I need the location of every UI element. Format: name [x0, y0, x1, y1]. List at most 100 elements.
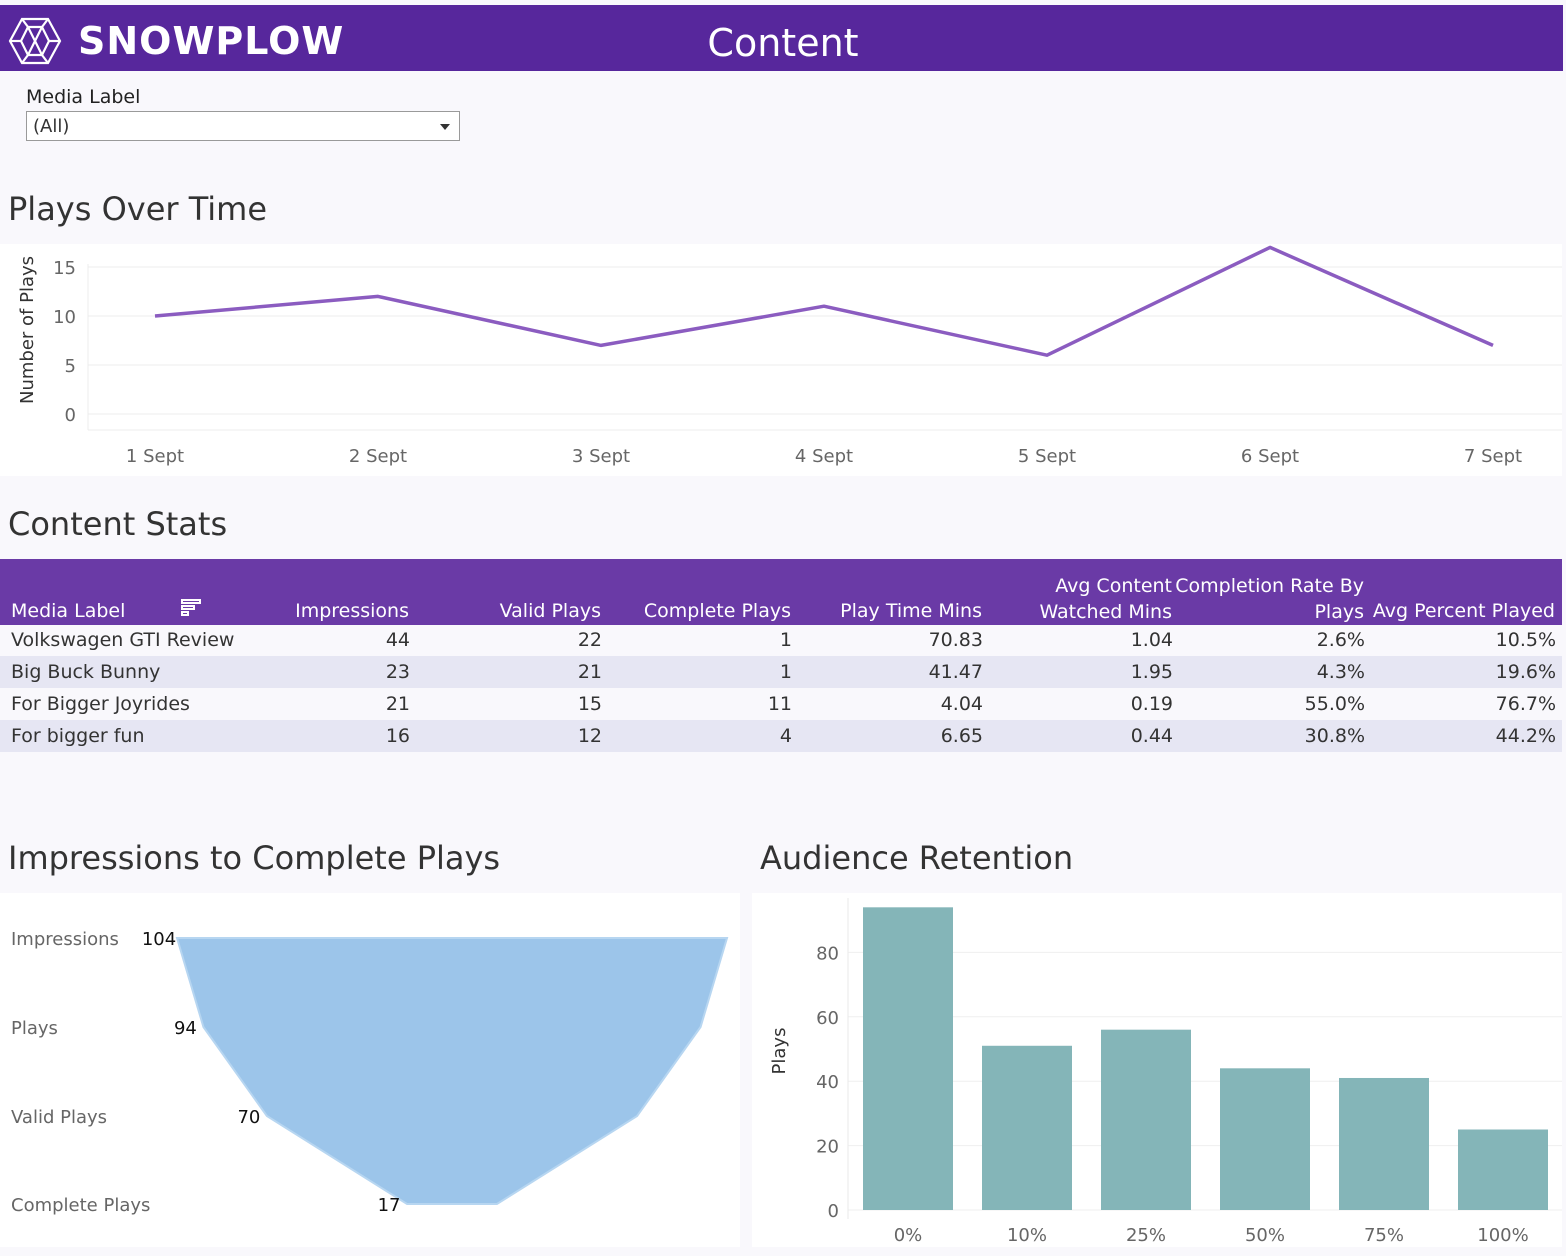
- table-cell: 19.6%: [1495, 661, 1556, 683]
- y-tick-label: 0: [65, 405, 76, 426]
- y-tick-label: 10: [53, 307, 76, 328]
- series-line: [154, 245, 1494, 357]
- column-header-line1: Completion Rate By: [1175, 575, 1364, 597]
- table-cell: 0.44: [1130, 725, 1173, 747]
- bar: [863, 907, 953, 1210]
- x-tick-label: 4 Sept: [795, 446, 853, 467]
- sort-icon[interactable]: [181, 599, 201, 617]
- table-row[interactable]: Big Buck Bunny 23 21 1 41.47 1.95 4.3% 19.6%: [0, 656, 1562, 688]
- x-tick-label: 75%: [1364, 1225, 1404, 1246]
- table-cell: 6.65: [940, 725, 983, 747]
- header-bar: SNOWPLOW Content: [0, 5, 1563, 71]
- y-tick-label: 0: [828, 1201, 839, 1222]
- table-cell: 0.19: [1130, 693, 1173, 715]
- x-tick-label: 3 Sept: [572, 446, 630, 467]
- audience-retention-chart: Plays 0 20 40 60 80 0% 10% 25% 50% 75% 100%: [769, 898, 1562, 1246]
- media-label-dropdown[interactable]: (All): [26, 111, 460, 141]
- x-tick-label: 1 Sept: [126, 446, 184, 467]
- table-cell: 4: [779, 725, 792, 747]
- table-row[interactable]: Volkswagen GTI Review 44 22 1 70.83 1.04 2.6% 1…: [0, 624, 1562, 656]
- column-header[interactable]: Valid Plays: [500, 598, 601, 624]
- plays-over-time-chart: Number of Plays 0 5 10 15 1 Sept 2 Sept 3 Sep…: [17, 245, 1562, 467]
- column-header[interactable]: Impressions: [295, 598, 409, 624]
- page-title: Content: [707, 21, 859, 65]
- section-title-funnel: Impressions to Complete Plays: [8, 839, 501, 877]
- dropdown-value: (All): [33, 116, 70, 137]
- column-header[interactable]: Media Label: [11, 598, 125, 624]
- funnel-shape: [175, 937, 729, 1205]
- media-label-cell: For Bigger Joyrides: [11, 693, 190, 715]
- x-tick-label: 0%: [894, 1225, 923, 1246]
- chevron-down-icon[interactable]: [440, 124, 450, 130]
- column-header[interactable]: Completion Rate By Plays: [1175, 573, 1364, 625]
- bar: [982, 1045, 1072, 1210]
- y-tick-label: 40: [816, 1072, 839, 1093]
- plays-over-time-panel: Number of Plays 0 5 10 15 1 Sept 2 Sept 3 Sep…: [0, 244, 1562, 476]
- funnel-panel: Impressions 104 Plays 94 Valid Plays 70 Comple…: [0, 893, 740, 1247]
- column-header-line2: Media Label: [11, 600, 126, 622]
- snowplow-logo-icon: [8, 17, 62, 65]
- y-tick-label: 60: [816, 1008, 839, 1029]
- column-header[interactable]: Complete Plays: [644, 598, 791, 624]
- table-cell: 21: [577, 661, 602, 683]
- table-row[interactable]: For Bigger Joyrides 21 15 11 4.04 0.19 55.0% 76…: [0, 688, 1562, 720]
- funnel-chart: Impressions 104 Plays 94 Valid Plays 70 Comple…: [11, 929, 729, 1216]
- column-header[interactable]: Avg Percent Played: [1373, 598, 1555, 624]
- media-label-cell: Big Buck Bunny: [11, 661, 161, 683]
- x-tick-label: 25%: [1126, 1225, 1166, 1246]
- y-tick-label: 5: [65, 356, 76, 377]
- x-tick-label: 5 Sept: [1018, 446, 1076, 467]
- x-tick-label: 6 Sept: [1241, 446, 1299, 467]
- funnel-value-label: 70: [237, 1107, 260, 1128]
- column-header-line2: Play Time Mins: [840, 600, 982, 622]
- table-cell: 11: [767, 693, 792, 715]
- section-title-plays-over-time: Plays Over Time: [8, 190, 268, 228]
- y-tick-label: 80: [816, 943, 839, 964]
- bar: [1220, 1068, 1310, 1210]
- funnel-stage-label: Impressions: [11, 929, 119, 950]
- table-cell: 44: [385, 629, 410, 651]
- column-header[interactable]: Avg Content Watched Mins: [1039, 573, 1172, 625]
- table-cell: 1: [779, 661, 792, 683]
- funnel-value-label: 94: [174, 1018, 197, 1039]
- funnel-value-label: 104: [142, 929, 176, 950]
- x-tick-label: 2 Sept: [349, 446, 407, 467]
- funnel-stage-label: Valid Plays: [11, 1107, 107, 1128]
- table-cell: 41.47: [928, 661, 983, 683]
- table-cell: 55.0%: [1304, 693, 1365, 715]
- retention-panel: Plays 0 20 40 60 80 0% 10% 25% 50% 75% 100%: [752, 893, 1562, 1247]
- table-cell: 16: [385, 725, 410, 747]
- filter-label: Media Label: [26, 86, 141, 108]
- y-axis-label: Number of Plays: [17, 256, 38, 404]
- table-cell: 70.83: [928, 629, 983, 651]
- table-row[interactable]: For bigger fun 16 12 4 6.65 0.44 30.8% 44.2%: [0, 720, 1562, 752]
- column-header-line2: Avg Percent Played: [1372, 600, 1555, 622]
- section-title-retention: Audience Retention: [760, 839, 1074, 877]
- table-cell: 1.04: [1130, 629, 1173, 651]
- table-cell: 1: [779, 629, 792, 651]
- x-tick-label: 7 Sept: [1464, 446, 1522, 467]
- bar: [1101, 1029, 1191, 1210]
- table-cell: 15: [577, 693, 602, 715]
- y-tick-label: 20: [816, 1137, 839, 1158]
- y-tick-label: 15: [53, 258, 76, 279]
- table-cell: 1.95: [1130, 661, 1173, 683]
- column-header[interactable]: Play Time Mins: [840, 598, 982, 624]
- table-cell: 22: [577, 629, 602, 651]
- table-cell: 2.6%: [1316, 629, 1365, 651]
- media-label-cell: Volkswagen GTI Review: [11, 629, 235, 651]
- x-tick-label: 10%: [1007, 1225, 1047, 1246]
- table-cell: 23: [385, 661, 410, 683]
- table-cell: 76.7%: [1495, 693, 1556, 715]
- funnel-stage-label: Plays: [11, 1018, 58, 1039]
- table-cell: 10.5%: [1495, 629, 1556, 651]
- table-cell: 21: [385, 693, 410, 715]
- y-axis-label: Plays: [769, 1028, 790, 1075]
- funnel-value-label: 17: [378, 1195, 401, 1216]
- media-label-cell: For bigger fun: [11, 725, 145, 747]
- column-header-line1: Avg Content: [1055, 575, 1172, 597]
- x-tick-label: 100%: [1477, 1225, 1528, 1246]
- table-cell: 12: [577, 725, 602, 747]
- bar: [1339, 1077, 1429, 1210]
- table-cell: 44.2%: [1495, 725, 1556, 747]
